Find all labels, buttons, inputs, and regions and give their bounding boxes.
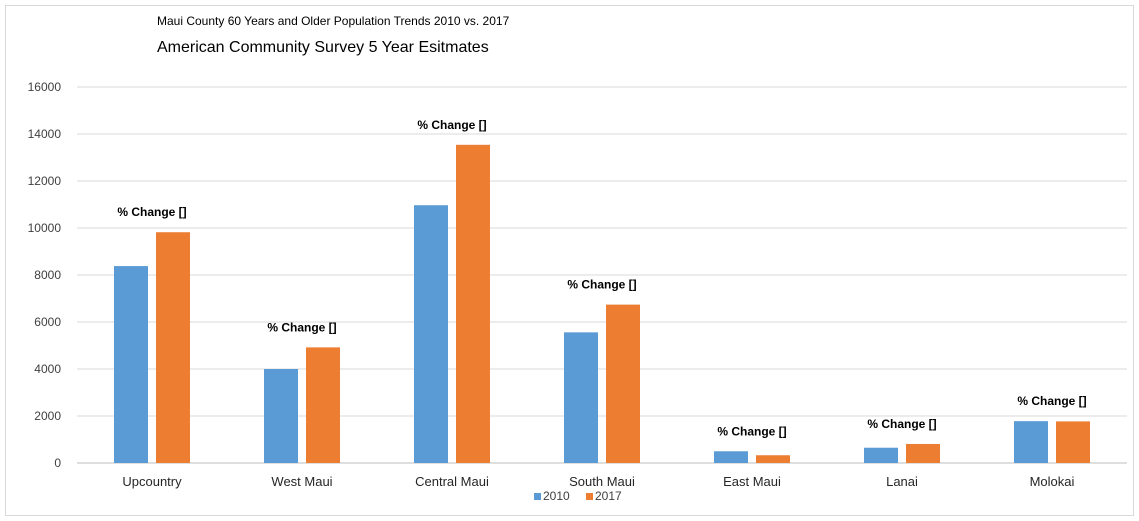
x-category-label: Central Maui (415, 474, 489, 489)
chart-subtitle: American Community Survey 5 Year Esitmat… (157, 39, 489, 56)
bars (114, 144, 1090, 463)
x-category-label: South Maui (569, 474, 635, 489)
data-label: % Change [] (267, 320, 336, 334)
bar-2010 (114, 266, 148, 463)
bar-2017 (156, 232, 190, 463)
legend-swatch (586, 493, 593, 500)
bar-2010 (714, 451, 748, 463)
y-tick-label: 2000 (34, 409, 61, 423)
y-tick-label: 0 (54, 456, 61, 470)
legend: 2010 2017 (534, 489, 622, 503)
bar-2017 (306, 347, 340, 463)
bar-2017 (756, 455, 790, 463)
bar-2010 (1014, 421, 1048, 463)
bar-2010 (264, 369, 298, 463)
data-label: % Change [] (567, 278, 636, 292)
y-tick-label: 16000 (28, 80, 62, 94)
y-tick-label: 14000 (28, 127, 62, 141)
data-label: % Change [] (717, 424, 786, 438)
bar-2017 (1056, 421, 1090, 463)
x-category-label: West Maui (271, 474, 332, 489)
x-category-label: Molokai (1030, 474, 1075, 489)
bar-2010 (864, 447, 898, 463)
x-axis-categories: Upcountry West Maui Central Maui South Maui… (122, 474, 1074, 489)
legend-label: 2017 (595, 489, 622, 503)
y-tick-label: 10000 (28, 221, 62, 235)
x-category-label: East Maui (723, 474, 781, 489)
data-label: % Change [] (117, 205, 186, 219)
y-tick-label: 6000 (34, 315, 61, 329)
data-label: % Change [] (417, 118, 486, 132)
bar-2017 (906, 443, 940, 463)
legend-swatch (534, 493, 541, 500)
y-axis-ticks: 0 2000 4000 6000 8000 10000 12000 14000 16000 (28, 80, 62, 470)
legend-label: 2010 (543, 489, 570, 503)
data-label: % Change [] (867, 417, 936, 431)
bar-2017 (606, 304, 640, 463)
bar-2010 (564, 332, 598, 463)
y-tick-label: 12000 (28, 174, 62, 188)
y-tick-label: 4000 (34, 362, 61, 376)
chart-title: Maui County 60 Years and Older Populatio… (157, 14, 510, 28)
gridlines (77, 86, 1127, 464)
bar-2010 (414, 205, 448, 463)
x-category-label: Upcountry (122, 474, 182, 489)
x-category-label: Lanai (886, 474, 918, 489)
data-label: % Change [] (1017, 394, 1086, 408)
y-tick-label: 8000 (34, 268, 61, 282)
data-labels: % Change [] % Change [] % Change [] % Chang… (117, 118, 1086, 438)
bar-2017 (456, 144, 490, 463)
